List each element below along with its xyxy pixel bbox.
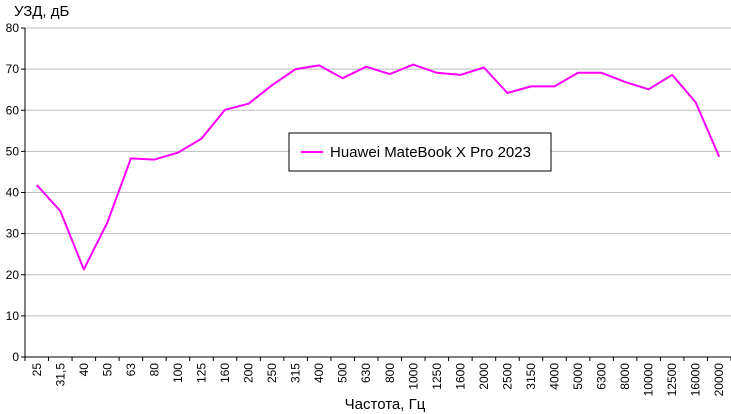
x-tick-label: 25 — [30, 363, 44, 377]
x-tick-label: 2000 — [477, 363, 491, 390]
legend-box — [288, 132, 552, 172]
y-tick-label: 70 — [6, 62, 20, 76]
series-layer — [36, 63, 721, 271]
y-tick-label: 50 — [6, 144, 20, 158]
x-tick-label: 3150 — [524, 363, 538, 390]
x-tick-label: 10000 — [642, 363, 656, 397]
y-axis-title: УЗД, дБ — [14, 3, 70, 20]
x-tick-label: 160 — [218, 363, 232, 383]
x-tick-label: 630 — [359, 363, 373, 383]
x-tick-label: 125 — [195, 363, 209, 383]
series-line — [36, 63, 721, 271]
x-tick-label: 200 — [242, 363, 256, 383]
legend: Huawei MateBook X Pro 2023 — [288, 132, 552, 172]
x-tick-label: 400 — [312, 363, 326, 383]
x-tick-label: 500 — [336, 363, 350, 383]
x-tick-label: 2500 — [500, 363, 514, 390]
y-tick-label: 10 — [6, 309, 20, 323]
y-tick-label: 60 — [6, 103, 20, 117]
x-tick-label: 5000 — [571, 363, 585, 390]
x-tick-label: 40 — [77, 363, 91, 377]
x-tick-label: 12500 — [665, 363, 679, 397]
axes — [21, 27, 731, 361]
x-tick-label: 8000 — [618, 363, 632, 390]
x-tick-label: 50 — [100, 363, 114, 377]
y-tick-label: 0 — [12, 350, 19, 364]
x-tick-label: 20000 — [712, 363, 726, 397]
x-tick-label: 315 — [289, 363, 303, 383]
x-tick-label: 1000 — [406, 363, 420, 390]
x-tick-label: 80 — [147, 363, 161, 377]
x-tick-label: 63 — [124, 363, 138, 377]
y-tick-label: 80 — [6, 21, 20, 35]
y-tick-label: 20 — [6, 268, 20, 282]
x-tick-label: 250 — [265, 363, 279, 383]
x-tick-label: 100 — [171, 363, 185, 383]
x-tick-label: 1250 — [430, 363, 444, 390]
y-tick-label: 40 — [6, 186, 20, 200]
x-tick-label: 800 — [383, 363, 397, 383]
x-tick-label: 6300 — [595, 363, 609, 390]
x-tick-label: 4000 — [548, 363, 562, 390]
x-axis-title: Частота, Гц — [345, 396, 426, 413]
x-tick-label: 16000 — [689, 363, 703, 397]
tick-labels: 0 10 20 30 40 50 60 70 80 25 31,5 40 50 63 80 100 125 160… — [6, 21, 727, 396]
y-tick-label: 30 — [6, 227, 20, 241]
x-tick-label: 1600 — [453, 363, 467, 390]
x-tick-label: 31,5 — [53, 363, 67, 387]
legend-label: Huawei MateBook X Pro 2023 — [330, 144, 531, 161]
